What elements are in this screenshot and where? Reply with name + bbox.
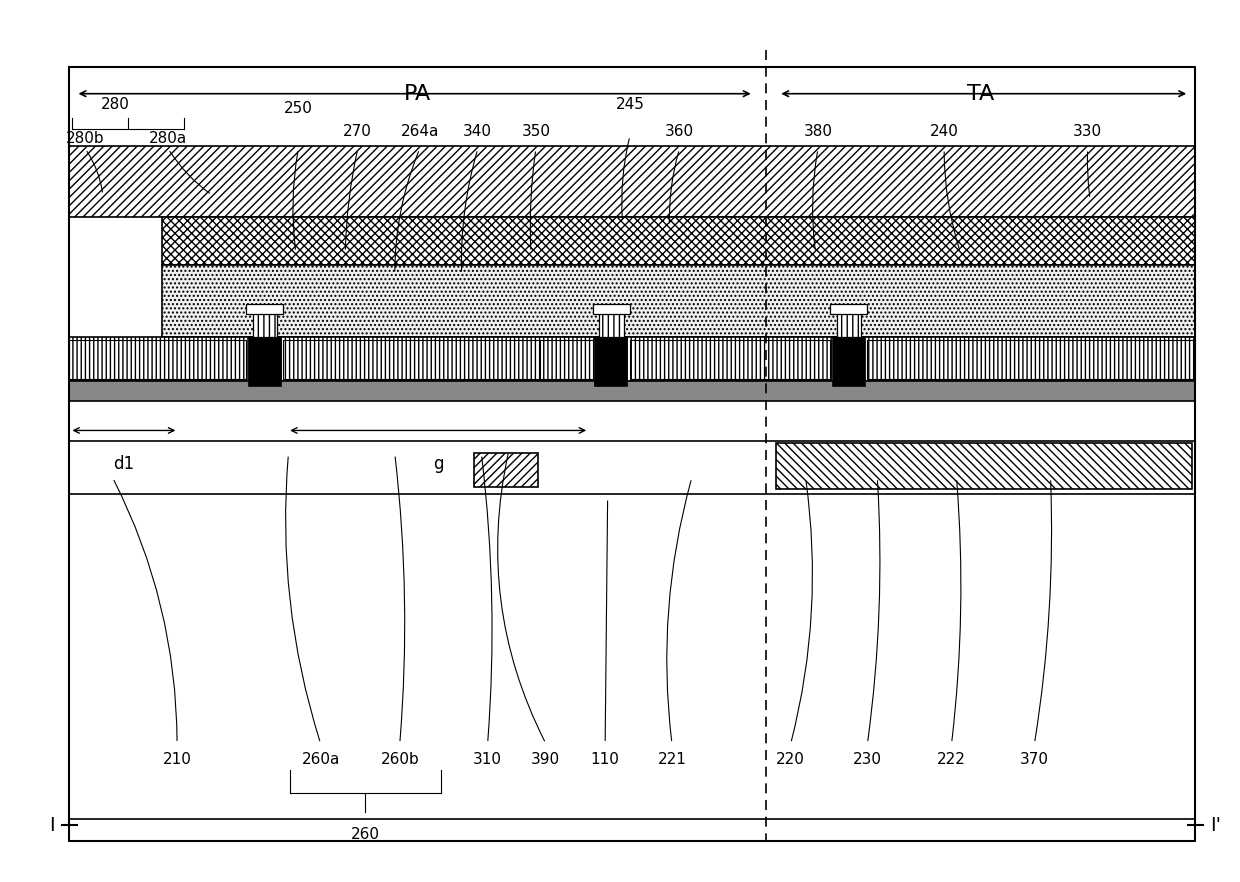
Bar bbox=[837, 309, 862, 337]
Text: 330: 330 bbox=[1073, 123, 1102, 138]
Bar bbox=[868, 340, 1193, 378]
Text: 220: 220 bbox=[776, 751, 805, 766]
FancyArrowPatch shape bbox=[114, 481, 177, 741]
Text: 340: 340 bbox=[464, 123, 492, 138]
Text: 370: 370 bbox=[1021, 751, 1049, 766]
Bar bbox=[831, 303, 868, 314]
FancyArrowPatch shape bbox=[497, 454, 544, 741]
Text: 222: 222 bbox=[937, 751, 966, 766]
Text: I': I' bbox=[1210, 816, 1221, 834]
Text: 380: 380 bbox=[804, 123, 832, 138]
Bar bbox=[69, 340, 247, 378]
Bar bbox=[474, 453, 538, 487]
Text: 260a: 260a bbox=[301, 751, 340, 766]
Text: 280a: 280a bbox=[149, 131, 187, 146]
Bar bbox=[69, 146, 1195, 217]
Text: 280b: 280b bbox=[66, 131, 105, 146]
FancyArrowPatch shape bbox=[394, 152, 419, 271]
FancyArrowPatch shape bbox=[293, 152, 298, 250]
Bar bbox=[284, 340, 539, 378]
FancyArrowPatch shape bbox=[868, 481, 880, 741]
Bar bbox=[162, 265, 1195, 337]
Bar bbox=[599, 309, 624, 337]
Text: 260: 260 bbox=[351, 827, 379, 842]
FancyArrowPatch shape bbox=[621, 138, 629, 219]
FancyArrowPatch shape bbox=[346, 152, 357, 250]
FancyArrowPatch shape bbox=[670, 152, 678, 223]
FancyArrowPatch shape bbox=[1035, 481, 1052, 741]
FancyArrowPatch shape bbox=[952, 481, 961, 741]
FancyArrowPatch shape bbox=[170, 152, 210, 193]
Bar bbox=[253, 309, 278, 337]
Text: 390: 390 bbox=[531, 751, 560, 766]
Text: 240: 240 bbox=[930, 123, 959, 138]
Bar bbox=[539, 340, 593, 378]
Bar bbox=[595, 337, 627, 385]
Text: g: g bbox=[433, 455, 444, 473]
FancyArrowPatch shape bbox=[812, 152, 817, 250]
FancyArrowPatch shape bbox=[944, 152, 960, 250]
Text: d1: d1 bbox=[113, 455, 134, 473]
Bar bbox=[593, 303, 630, 314]
FancyArrowPatch shape bbox=[285, 457, 320, 741]
FancyArrowPatch shape bbox=[667, 481, 691, 741]
Text: 210: 210 bbox=[162, 751, 191, 766]
Text: PA: PA bbox=[404, 84, 432, 104]
Bar bbox=[162, 217, 1195, 265]
Bar bbox=[833, 337, 866, 385]
Text: 310: 310 bbox=[474, 751, 502, 766]
Text: 245: 245 bbox=[615, 97, 645, 112]
Text: 110: 110 bbox=[590, 751, 620, 766]
Text: I: I bbox=[48, 816, 55, 834]
FancyArrowPatch shape bbox=[87, 152, 103, 192]
Text: 280: 280 bbox=[100, 97, 130, 112]
FancyArrowPatch shape bbox=[531, 152, 536, 250]
Bar bbox=[247, 303, 284, 314]
FancyArrowPatch shape bbox=[461, 152, 477, 271]
Text: 350: 350 bbox=[521, 123, 551, 138]
Bar bbox=[69, 337, 1195, 381]
Text: 270: 270 bbox=[343, 123, 372, 138]
FancyArrowPatch shape bbox=[791, 481, 812, 741]
Text: 260b: 260b bbox=[381, 751, 419, 766]
Bar bbox=[630, 340, 831, 378]
FancyArrowPatch shape bbox=[482, 457, 492, 741]
Text: 264a: 264a bbox=[401, 123, 439, 138]
Text: 230: 230 bbox=[853, 751, 882, 766]
Bar bbox=[776, 443, 1192, 490]
Text: 360: 360 bbox=[665, 123, 694, 138]
FancyArrowPatch shape bbox=[605, 501, 608, 741]
Text: 221: 221 bbox=[657, 751, 687, 766]
FancyArrowPatch shape bbox=[396, 457, 404, 741]
Bar bbox=[249, 337, 281, 385]
Text: 250: 250 bbox=[284, 101, 312, 116]
FancyArrowPatch shape bbox=[1087, 152, 1090, 197]
Bar bbox=[69, 381, 1195, 401]
Text: TA: TA bbox=[967, 84, 994, 104]
